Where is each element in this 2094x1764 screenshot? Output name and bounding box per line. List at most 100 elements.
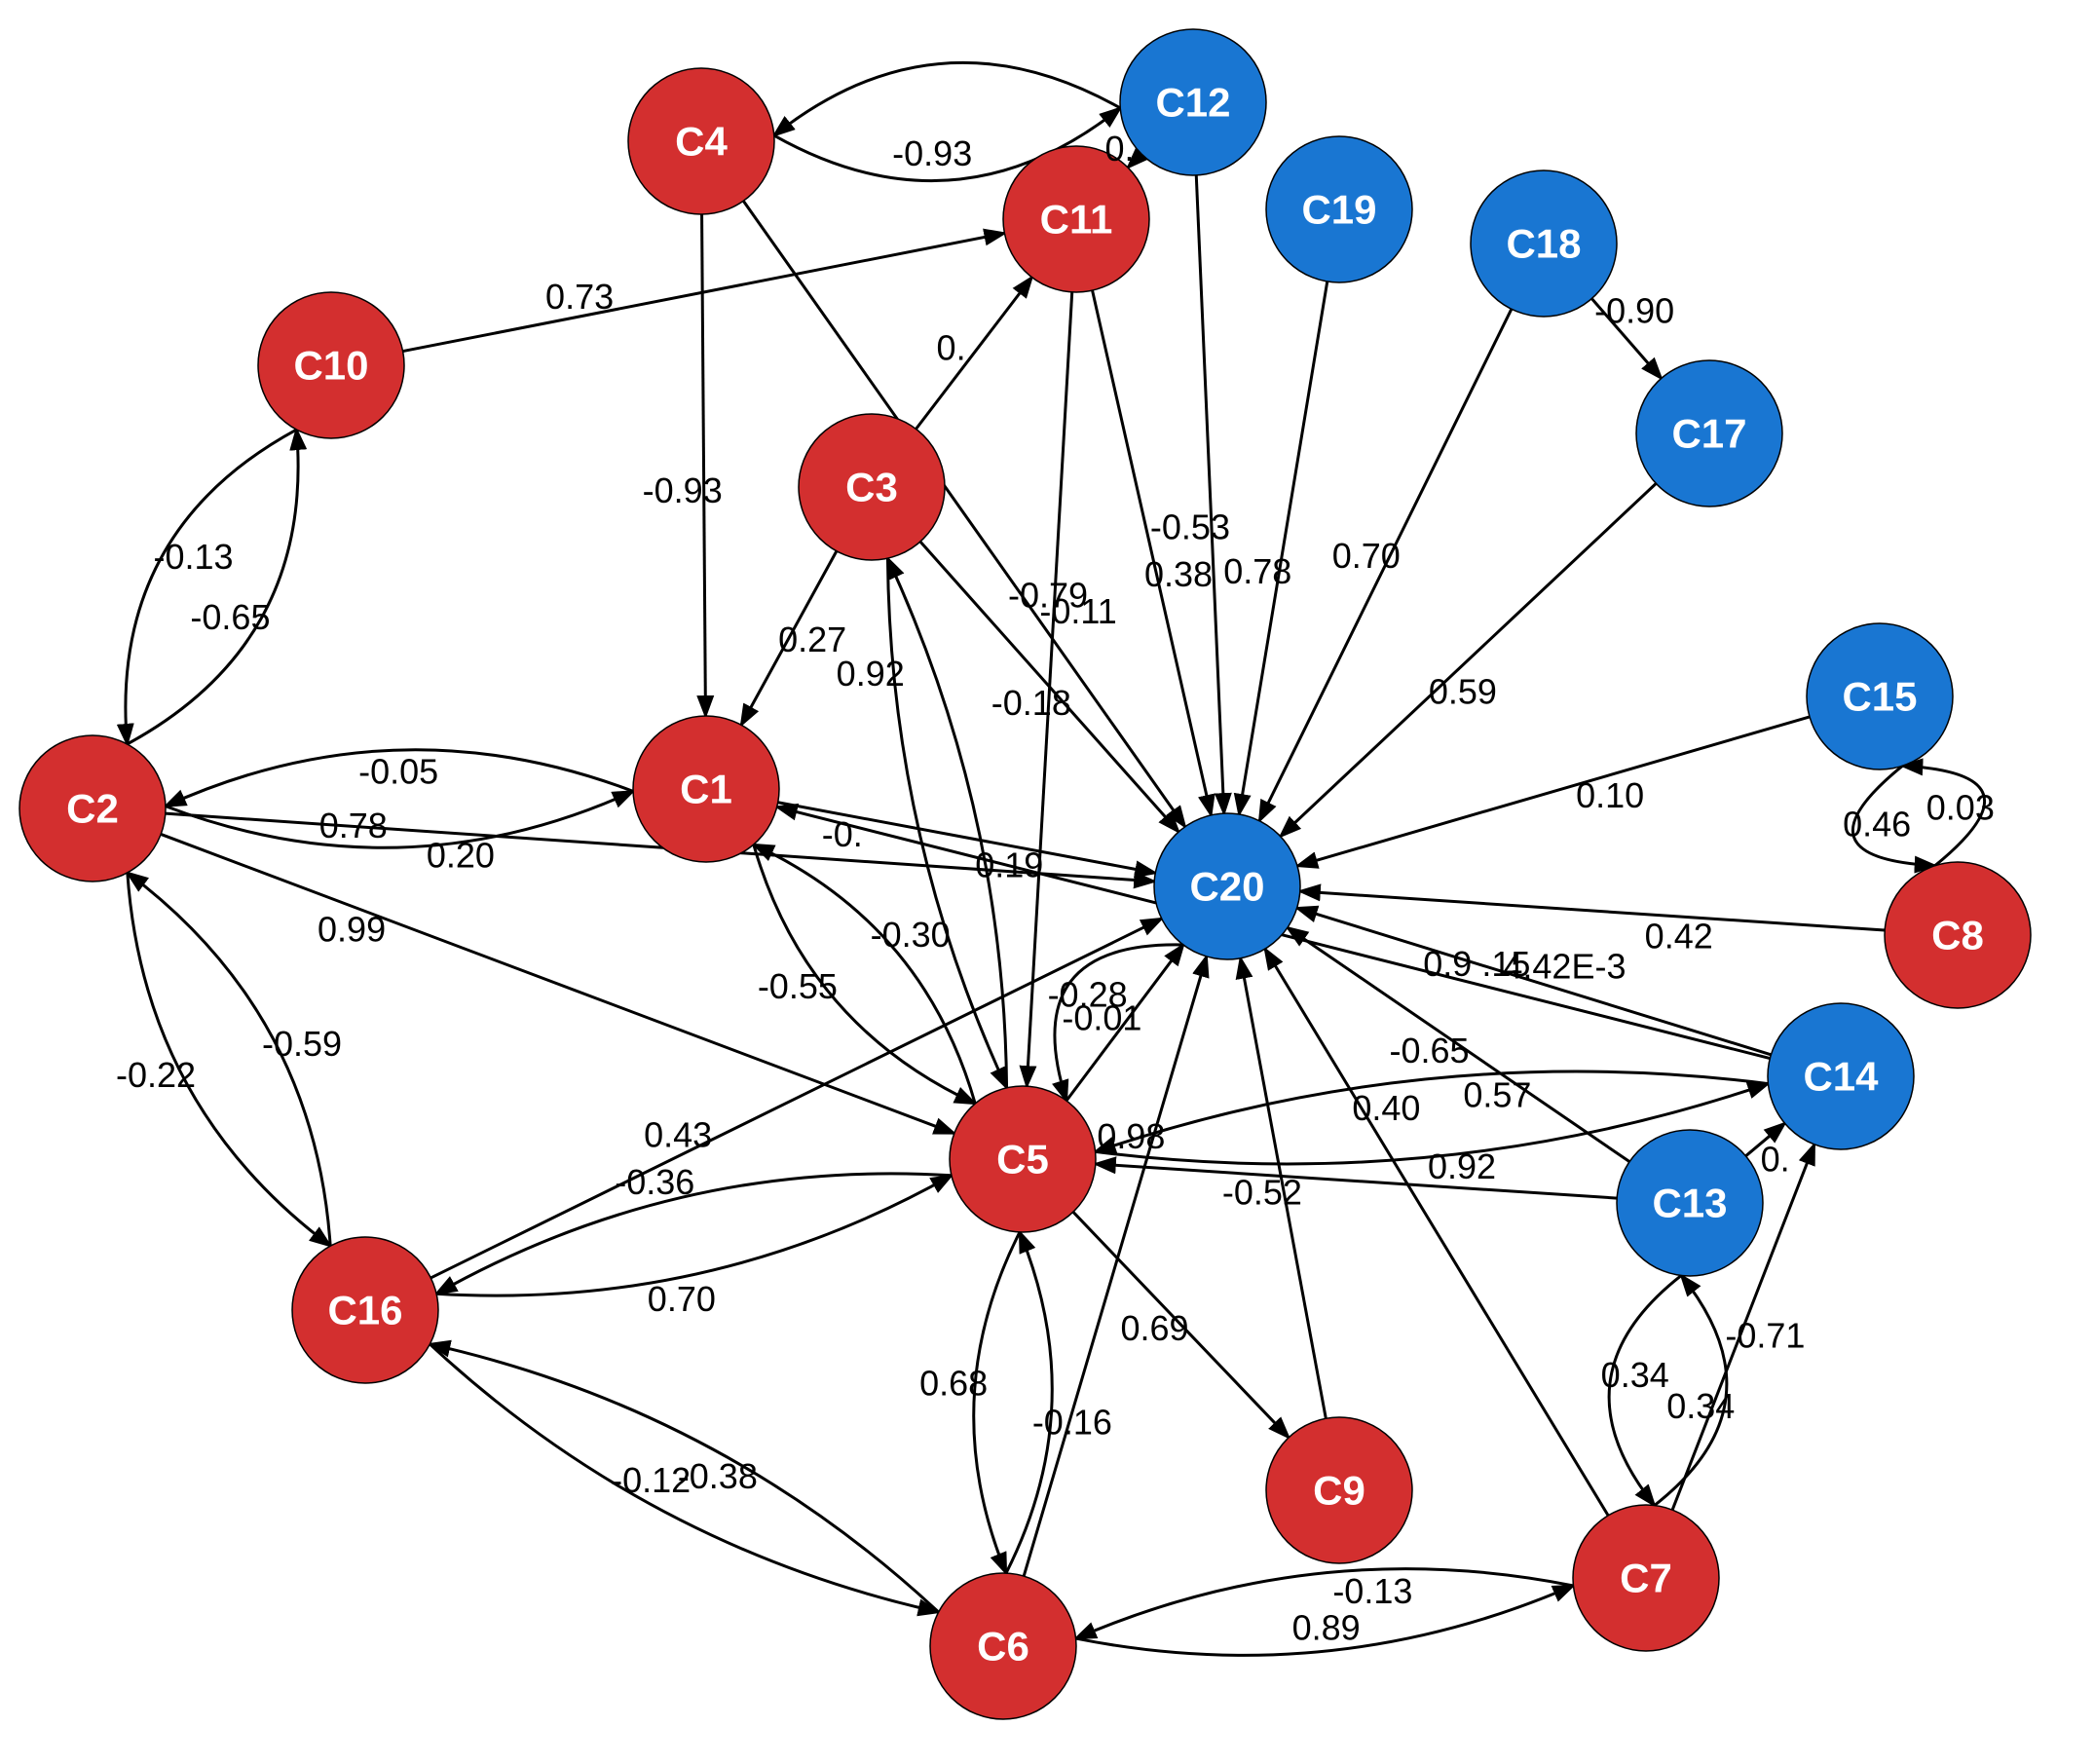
node-C5: C5 <box>950 1086 1096 1232</box>
node-label-C5: C5 <box>996 1137 1049 1182</box>
edge-C3-C5 <box>887 558 1006 1088</box>
edge-label-C5-C6: 0.68 <box>919 1364 988 1404</box>
edge-label-C8-C15: 0.03 <box>1926 788 1995 828</box>
node-C16: C16 <box>292 1237 438 1383</box>
node-label-C9: C9 <box>1313 1468 1365 1514</box>
node-label-C8: C8 <box>1931 913 1984 958</box>
edge-label-C1-C5: -0.55 <box>758 966 838 1006</box>
edge-C10-C2 <box>126 430 297 744</box>
edge-C15-C20 <box>1297 717 1810 866</box>
edge-C11-C20 <box>1093 290 1212 815</box>
edge-C12-C4 <box>774 62 1120 135</box>
edge-label-C3-C11: 0. <box>937 327 966 367</box>
edge-label-C5-C1: -0.30 <box>871 915 951 955</box>
edge-label-C2-C16: -0.22 <box>116 1055 196 1095</box>
node-C20: C20 <box>1154 813 1300 959</box>
node-C15: C15 <box>1807 623 1953 769</box>
node-C8: C8 <box>1885 862 2031 1008</box>
edge-C8-C20 <box>1300 891 1885 930</box>
edge-label-C7-C13: 0.34 <box>1666 1386 1735 1426</box>
edge-label-C6-C7: 0.89 <box>1292 1607 1361 1647</box>
node-C4: C4 <box>628 68 774 214</box>
edge-label-C18-C17: -0.90 <box>1594 290 1674 330</box>
edge-label-C16-C20: 0.43 <box>644 1114 712 1154</box>
edge-label-C13-C7: 0.34 <box>1601 1355 1669 1395</box>
edge-label-C19-C20: 0.78 <box>1223 551 1291 591</box>
edge-label-C2-C10: -0.65 <box>190 597 270 637</box>
node-label-C15: C15 <box>1842 674 1917 720</box>
edge-label-C3-C5: 0.92 <box>837 654 905 694</box>
edge-C12-C20 <box>1196 175 1223 813</box>
node-label-C11: C11 <box>1040 197 1113 243</box>
edge-label-C4-C1: -0.93 <box>643 470 723 510</box>
edge-C6-C20 <box>1024 957 1207 1576</box>
node-label-C20: C20 <box>1189 864 1264 910</box>
edge-label-C7-C14: -0.71 <box>1725 1316 1805 1356</box>
edge-label-C2-C5: 0.99 <box>318 909 386 949</box>
edge-C2-C10 <box>128 430 299 744</box>
edge-label-C18-C20: 0.70 <box>1332 536 1401 576</box>
edge-label-C17-C20: 0.59 <box>1429 672 1497 712</box>
edge-label-C16-C5: 0.70 <box>648 1279 716 1319</box>
edge-label-C2-C1: 0.78 <box>319 806 388 845</box>
node-label-C7: C7 <box>1620 1556 1672 1601</box>
edge-label-C6-C5: -0.16 <box>1032 1402 1112 1442</box>
node-label-C19: C19 <box>1301 187 1376 233</box>
edge-label-C13-C20: -0.65 <box>1389 1031 1469 1070</box>
node-label-C4: C4 <box>675 119 728 165</box>
node-C19: C19 <box>1266 136 1412 282</box>
edge-label-C1-C2: -0.05 <box>358 752 438 792</box>
edge-C4-C1 <box>702 214 706 716</box>
edge-label-C14-C1: 0.9 .15 <box>1423 944 1530 984</box>
node-C17: C17 <box>1636 360 1782 507</box>
node-label-C13: C13 <box>1652 1181 1727 1226</box>
edge-label-C5-C16: -0.36 <box>615 1162 694 1202</box>
edge-label-C12-C11: 0. <box>1104 129 1134 169</box>
node-label-C16: C16 <box>327 1288 402 1333</box>
edge-label-C11-C20: 0.38 <box>1144 554 1213 594</box>
node-label-C18: C18 <box>1506 221 1581 267</box>
edge-C5-C3 <box>887 558 1006 1088</box>
edge-label-C10-C2: -0.13 <box>154 537 234 577</box>
edge-label-C5-C9: 0.69 <box>1120 1308 1188 1348</box>
node-C2: C2 <box>19 735 166 882</box>
node-C1: C1 <box>633 716 779 862</box>
edge-label-C7-C20: 0.40 <box>1352 1088 1420 1128</box>
edge-label-C9-C20: -0.52 <box>1222 1173 1302 1213</box>
edge-label-C6-C20: 0.98 <box>1097 1116 1165 1156</box>
edge-label-C16-C2: -0.59 <box>262 1024 342 1064</box>
edge-label-C14-C5: 0.57 <box>1463 1075 1531 1115</box>
edge-label-C7-C6: -0.13 <box>1332 1571 1412 1611</box>
edge-label-C10-C11: 0.73 <box>545 277 614 317</box>
node-C3: C3 <box>799 414 945 560</box>
node-C9: C9 <box>1266 1417 1412 1563</box>
network-graph: C1 C2 C3 C4 C5 C6 C7 C8 C9 C10 C11 C12 C13 C14 C15 C16 C… <box>0 0 2094 1764</box>
edge-label-C1-C20: -0. <box>822 814 863 854</box>
node-C12: C12 <box>1120 29 1266 175</box>
edge-C3-C11 <box>916 278 1032 430</box>
node-label-C14: C14 <box>1803 1054 1879 1100</box>
edge-label-C15-C20: 0.10 <box>1576 775 1644 815</box>
edge-label-C2-C20: 0.20 <box>427 836 495 876</box>
edge-C13-C5 <box>1096 1164 1617 1198</box>
edge-label-C3-C20: -0.18 <box>991 683 1071 723</box>
edge-label-C8-C20: 0.42 <box>1645 916 1713 956</box>
edge-label-C12-C20: -0.53 <box>1150 507 1230 547</box>
edge-label-C20-C5: -0.28 <box>1048 975 1128 1015</box>
edge-label-C5-C3: 0.19 <box>975 844 1043 884</box>
node-label-C1: C1 <box>680 767 732 812</box>
node-label-C2: C2 <box>66 786 119 832</box>
node-label-C3: C3 <box>845 465 898 510</box>
node-label-C12: C12 <box>1155 80 1230 126</box>
node-C6: C6 <box>930 1573 1076 1719</box>
node-label-C17: C17 <box>1671 411 1746 457</box>
node-C13: C13 <box>1617 1130 1763 1276</box>
node-C10: C10 <box>258 292 404 438</box>
node-C14: C14 <box>1768 1003 1914 1149</box>
edge-label-C4-C12: -0.93 <box>892 133 972 173</box>
edge-label-C13-C14: 0. <box>1761 1140 1790 1180</box>
node-label-C10: C10 <box>293 343 368 389</box>
edge-C19-C20 <box>1239 281 1327 814</box>
node-C7: C7 <box>1573 1505 1719 1651</box>
node-label-C6: C6 <box>977 1624 1029 1670</box>
